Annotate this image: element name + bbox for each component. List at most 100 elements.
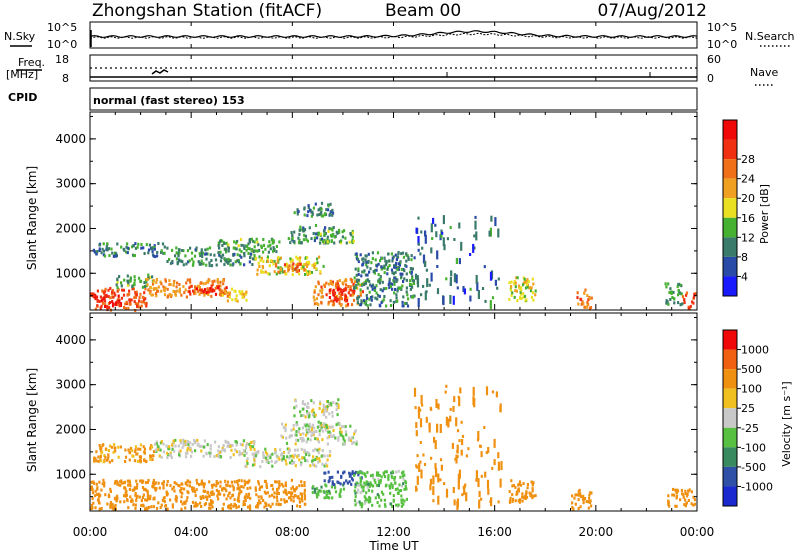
heatmap-cell (181, 482, 184, 486)
heatmap-cell (307, 206, 310, 210)
heatmap-cell (283, 498, 286, 502)
heatmap-cell (191, 257, 194, 261)
heatmap-cell (469, 295, 472, 302)
heatmap-cell (129, 302, 132, 306)
heatmap-cell (101, 450, 104, 454)
heatmap-cell (284, 427, 287, 431)
heatmap-cell (167, 445, 171, 449)
heatmap-cell (417, 248, 420, 252)
heatmap-cell (162, 251, 165, 255)
heatmap-cell (209, 506, 212, 510)
heatmap-cell (317, 303, 320, 307)
heatmap-cell (189, 448, 192, 452)
heatmap-cell (227, 291, 230, 295)
heatmap-cell (317, 208, 320, 212)
heatmap-cell (202, 445, 205, 449)
heatmap-cell (162, 285, 165, 289)
heatmap-cell (302, 432, 305, 436)
heatmap-cell (213, 455, 216, 459)
heatmap-cell (348, 474, 351, 478)
heatmap-cell (397, 267, 400, 271)
heatmap-cell (122, 306, 126, 309)
heatmap-cell (136, 494, 139, 498)
heatmap-cell (237, 483, 240, 487)
heatmap-cell (168, 447, 171, 451)
heatmap-cell (325, 423, 328, 427)
heatmap-cell (155, 506, 159, 510)
heatmap-cell (151, 282, 155, 286)
heatmap-cell (332, 429, 335, 433)
heatmap-cell (224, 247, 227, 251)
heatmap-cell (223, 263, 226, 267)
heatmap-cell (337, 398, 340, 402)
heatmap-cell (683, 298, 686, 302)
heatmap-cell (171, 259, 174, 263)
heatmap-cell (320, 295, 323, 299)
heatmap-cell (201, 494, 204, 498)
heatmap-cell (534, 293, 537, 297)
heatmap-cell (514, 289, 517, 293)
heatmap-cell (519, 290, 522, 294)
heatmap-cell (342, 435, 345, 439)
heatmap-cell (102, 460, 105, 464)
heatmap-cell (227, 260, 230, 263)
heatmap-cell (118, 483, 121, 487)
heatmap-cell (692, 503, 695, 507)
heatmap-cell (447, 418, 450, 428)
heatmap-cell (361, 489, 364, 493)
heatmap-cell (406, 254, 409, 258)
velocity-colorbar-tick-label: -500 (741, 461, 766, 474)
heatmap-cell (365, 480, 368, 484)
heatmap-cell (371, 257, 374, 261)
heatmap-cell (217, 449, 220, 453)
heatmap-cell (302, 226, 305, 230)
heatmap-cell (288, 264, 291, 268)
heatmap-cell (394, 488, 397, 491)
heatmap-cell (336, 294, 339, 298)
heatmap-cell (373, 286, 376, 290)
heatmap-cell (238, 254, 242, 258)
heatmap-cell (375, 291, 378, 295)
heatmap-cell (395, 258, 398, 261)
heatmap-cell (106, 502, 109, 506)
heatmap-cell (101, 289, 104, 293)
heatmap-cell (496, 286, 499, 290)
heatmap-cell (493, 438, 496, 448)
heatmap-cell (264, 247, 267, 251)
heatmap-cell (262, 259, 265, 263)
heatmap-cell (236, 259, 239, 263)
power-colorbar-tick-label: 4 (741, 270, 748, 283)
heatmap-cell (314, 437, 317, 441)
heatmap-cell (692, 495, 695, 499)
heatmap-cell (114, 303, 117, 307)
heatmap-cell (262, 451, 265, 455)
heatmap-cell (458, 222, 461, 229)
heatmap-cell (326, 458, 329, 462)
heatmap-cell (98, 480, 101, 484)
heatmap-cell (245, 493, 248, 497)
heatmap-cell (453, 273, 456, 283)
heatmap-cell (367, 252, 370, 256)
heatmap-cell (680, 292, 683, 296)
heatmap-cell (186, 490, 189, 494)
heatmap-cell (275, 495, 278, 499)
heatmap-cell (525, 495, 529, 499)
heatmap-cell (436, 423, 439, 433)
heatmap-cell (238, 248, 241, 252)
heatmap-cell (217, 455, 220, 459)
heatmap-cell (95, 493, 98, 497)
heatmap-cell (196, 443, 199, 447)
heatmap-cell (327, 470, 330, 474)
heatmap-cell (173, 449, 176, 453)
heatmap-cell (188, 259, 191, 263)
heatmap-cell (373, 271, 376, 275)
heatmap-cell (268, 272, 271, 276)
heatmap-cell (308, 453, 311, 457)
heatmap-cell (236, 299, 239, 303)
heatmap-cell (387, 477, 390, 481)
heatmap-cell (151, 445, 154, 449)
heatmap-cell (293, 414, 296, 418)
heatmap-cell (355, 252, 358, 256)
heatmap-cell (124, 494, 127, 498)
heatmap-cell (323, 238, 326, 242)
